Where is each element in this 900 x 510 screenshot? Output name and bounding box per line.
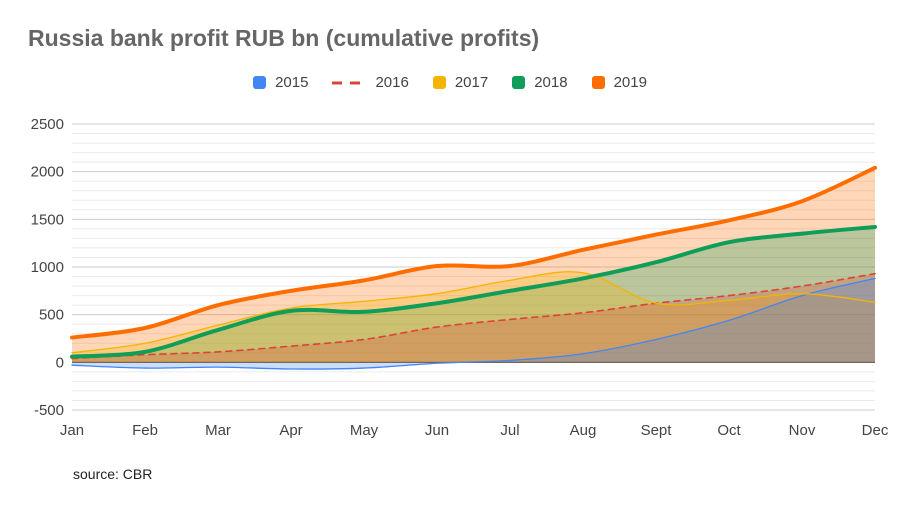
axis-layer: -500 0 500 1000 1500 2000 2500 Jan Feb Mar Apr May J… <box>31 116 889 439</box>
x-tick-label: Jul <box>500 422 519 439</box>
y-tick-label: -500 <box>34 402 64 419</box>
legend-item-2016[interactable]: 2016 <box>332 74 409 91</box>
legend-label-2018: 2018 <box>534 74 568 91</box>
x-tick-label: Aug <box>570 422 597 439</box>
legend-swatch-2015 <box>253 76 267 89</box>
series-line-2017[interactable] <box>71 271 876 354</box>
y-tick-label: 0 <box>56 354 64 371</box>
legend-item-2017[interactable]: 2017 <box>432 74 489 91</box>
legend-label-2017: 2017 <box>454 74 489 91</box>
legend: 2015 2016 2017 2018 2019 <box>0 74 900 91</box>
x-tick-label: Feb <box>132 422 158 439</box>
area-2015 <box>72 278 875 370</box>
x-tick-label: Dec <box>862 422 889 439</box>
y-tick-label: 2000 <box>31 164 64 181</box>
area-2018 <box>72 226 875 363</box>
legend-label-2016: 2016 <box>375 74 409 91</box>
x-tick-label: Sept <box>641 422 673 439</box>
area-2017 <box>72 271 875 363</box>
legend-item-2015[interactable]: 2015 <box>253 74 308 91</box>
y-tick-label: 500 <box>39 307 64 324</box>
legend-swatch-2018 <box>512 76 526 89</box>
legend-label-2019: 2019 <box>613 74 647 91</box>
legend-item-2018[interactable]: 2018 <box>512 74 568 91</box>
legend-swatch-2019 <box>591 76 605 89</box>
line-layer <box>70 165 877 370</box>
x-tick-label: May <box>350 422 379 439</box>
series-line-2019[interactable] <box>70 165 877 340</box>
x-tick-label: Oct <box>717 422 741 439</box>
series-line-2018[interactable] <box>70 224 877 359</box>
y-tick-label: 1500 <box>31 211 64 228</box>
x-tick-label: Apr <box>279 422 302 439</box>
source-note: source: CBR <box>73 466 153 482</box>
x-tick-label: Nov <box>789 422 816 439</box>
x-tick-label: Mar <box>205 422 231 439</box>
legend-label-2015: 2015 <box>275 74 309 91</box>
x-tick-label: Jan <box>60 422 84 439</box>
area-2016 <box>72 273 875 363</box>
legend-swatch-2017 <box>432 76 446 89</box>
series-line-2015[interactable] <box>71 277 876 370</box>
legend-dash-2016 <box>332 81 367 84</box>
x-tick-label: Jun <box>425 422 449 439</box>
chart-title: Russia bank profit RUB bn (cumulative pr… <box>28 25 540 51</box>
y-tick-label: 2500 <box>31 116 64 133</box>
y-tick-label: 1000 <box>31 259 64 276</box>
legend-item-2019[interactable]: 2019 <box>591 74 647 91</box>
